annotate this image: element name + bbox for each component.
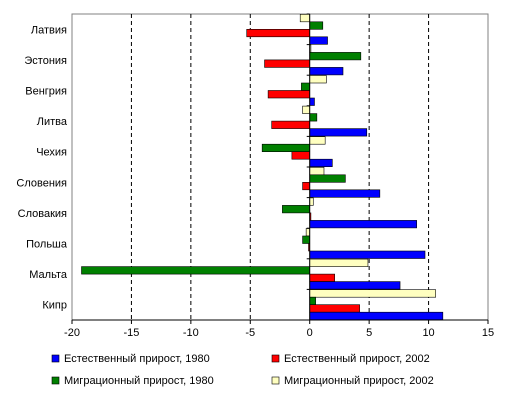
x-tick-label: 0 [307,327,313,339]
x-tick-label: -20 [64,327,80,339]
bar [309,136,326,145]
bar [261,143,311,152]
bar [309,250,426,259]
legend-swatch [51,354,60,363]
bar [309,304,360,313]
x-tick-label: -15 [123,327,139,339]
category-label: Эстония [24,55,67,67]
bar [302,182,311,191]
bar [309,189,381,198]
bar [302,105,311,114]
legend-label: Миграционный прирост, 1980 [64,375,214,387]
category-label: Чехия [36,147,67,159]
category-label: Словения [16,177,67,189]
legend-label: Миграционный прирост, 2002 [284,375,434,387]
bar [309,128,368,137]
bar [246,28,311,38]
x-tick-label: -10 [183,327,199,339]
x-tick-label: 15 [482,327,494,339]
bar [271,120,311,129]
x-tick-label: -5 [245,327,255,339]
category-label: Словакия [18,208,67,220]
bar [309,197,314,206]
category-labels: Латвия Эстония Венгрия Литва Чехия Словения Сл… [16,24,68,311]
category-label: Кипр [42,300,67,312]
legend-swatch [51,376,60,385]
x-tick-label: 10 [422,327,434,339]
bar [299,14,311,23]
category-label: Латвия [31,24,67,36]
x-axis-ticks: -20 -15 -10 -5 0 5 10 15 [64,320,494,339]
bar [309,158,333,167]
bar [81,266,311,275]
legend-label: Естественный прирост, 1980 [64,353,210,365]
bar [301,82,311,91]
bar [309,67,344,76]
bar [309,311,444,321]
legend: Естественный прирост, 1980 Естественный п… [51,353,434,387]
bar [309,21,324,30]
bar [309,75,327,84]
category-label: Мальта [29,269,68,281]
bar [309,36,328,45]
bar [309,296,316,306]
axes [72,13,488,321]
legend-swatch [271,376,280,385]
bar [264,59,311,68]
category-label: Венгрия [25,86,67,98]
legend-label: Естественный прирост, 2002 [284,353,430,365]
bar [302,235,311,244]
bar [309,273,335,282]
bar [291,151,311,160]
bar [309,97,315,106]
bar [309,113,318,122]
bar [309,167,325,176]
bar [309,220,417,229]
bar [305,228,311,237]
bar [309,258,369,267]
bar [309,52,362,61]
bar [282,205,311,214]
category-label: Литва [37,116,68,128]
x-tick-label: 5 [366,327,372,339]
bar [267,90,311,99]
bar [309,281,401,290]
category-label: Польша [26,239,68,251]
bars [81,14,444,321]
bar [309,289,437,298]
bar [309,174,346,183]
legend-swatch [271,354,280,363]
